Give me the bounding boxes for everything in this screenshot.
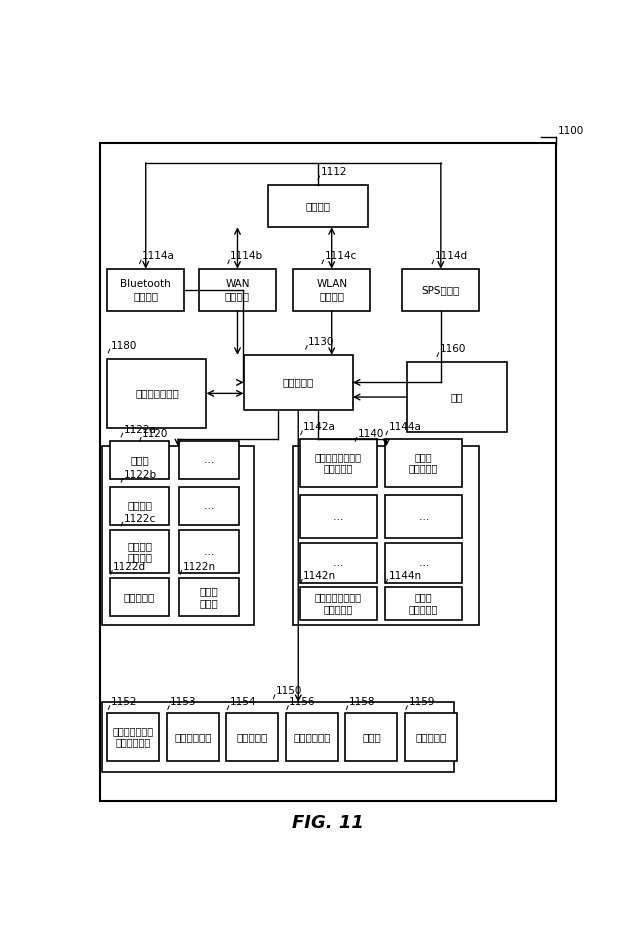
- Bar: [385, 543, 462, 583]
- Bar: [385, 495, 462, 538]
- Text: 1156: 1156: [289, 698, 316, 707]
- Text: マイクロフォン
／スピーカー: マイクロフォン ／スピーカー: [113, 726, 154, 748]
- Bar: [179, 530, 239, 573]
- Bar: [300, 439, 376, 487]
- Text: ジャイロ
スコープ: ジャイロ スコープ: [127, 541, 152, 563]
- Bar: [408, 363, 507, 432]
- Text: データ
モジュール: データ モジュール: [409, 592, 438, 614]
- Bar: [300, 543, 376, 583]
- Text: 1114b: 1114b: [230, 251, 264, 262]
- Text: 1144n: 1144n: [388, 570, 422, 581]
- Text: 1153: 1153: [170, 698, 196, 707]
- Bar: [110, 530, 169, 573]
- Text: FIG. 11: FIG. 11: [292, 813, 364, 831]
- Text: 1120: 1120: [142, 429, 168, 439]
- Text: 1154: 1154: [230, 698, 256, 707]
- Text: 1140: 1140: [358, 429, 384, 439]
- Bar: [244, 355, 353, 410]
- Text: 1152: 1152: [111, 698, 137, 707]
- Text: 1122n: 1122n: [182, 562, 216, 572]
- Text: 1144a: 1144a: [388, 422, 421, 433]
- Bar: [102, 446, 253, 625]
- Text: Bluetooth
送受信機: Bluetooth 送受信機: [120, 279, 171, 301]
- Text: アンテナ: アンテナ: [305, 201, 331, 211]
- Bar: [199, 269, 276, 311]
- Text: 歩数計: 歩数計: [130, 456, 149, 465]
- Bar: [385, 586, 462, 620]
- Bar: [108, 713, 159, 760]
- Text: 1122b: 1122b: [124, 470, 157, 480]
- Bar: [405, 713, 457, 760]
- Text: …: …: [419, 512, 429, 522]
- Bar: [346, 713, 397, 760]
- Text: 1114a: 1114a: [142, 251, 175, 262]
- Bar: [110, 441, 169, 479]
- Text: 1100: 1100: [557, 126, 584, 136]
- Text: …: …: [204, 547, 214, 556]
- Bar: [300, 495, 376, 538]
- Text: 1122a: 1122a: [124, 424, 157, 435]
- Bar: [108, 359, 207, 428]
- Text: プロセッサ: プロセッサ: [283, 378, 314, 387]
- Text: 1114c: 1114c: [324, 251, 356, 262]
- Text: キーパッド: キーパッド: [237, 732, 268, 742]
- Text: 1180: 1180: [111, 341, 137, 350]
- Text: アプリケーション
モジュール: アプリケーション モジュール: [315, 592, 362, 614]
- Text: 加速度計: 加速度計: [127, 500, 152, 511]
- Text: カメラ: カメラ: [362, 732, 381, 742]
- Text: …: …: [333, 512, 343, 522]
- Text: 1150: 1150: [276, 686, 302, 697]
- Text: …: …: [333, 558, 343, 568]
- Text: 近接センサ: 近接センサ: [415, 732, 447, 742]
- Bar: [110, 578, 169, 616]
- Text: ディスプレイ: ディスプレイ: [293, 732, 331, 742]
- Bar: [300, 586, 376, 620]
- Bar: [403, 269, 479, 311]
- Text: 1142a: 1142a: [303, 422, 336, 433]
- Bar: [293, 446, 479, 625]
- Text: WLAN
送受信機: WLAN 送受信機: [316, 279, 348, 301]
- Bar: [269, 185, 368, 227]
- Text: 電源: 電源: [451, 392, 463, 402]
- Bar: [286, 713, 338, 760]
- Bar: [293, 269, 370, 311]
- Text: SPS受信機: SPS受信機: [422, 285, 460, 295]
- Text: 1158: 1158: [349, 698, 375, 707]
- Text: 1122c: 1122c: [124, 513, 156, 524]
- Text: 1112: 1112: [321, 167, 347, 177]
- Bar: [385, 439, 462, 487]
- Text: タッチパッド: タッチパッド: [174, 732, 212, 742]
- Bar: [102, 702, 454, 772]
- Text: 1142n: 1142n: [303, 570, 337, 581]
- Bar: [108, 269, 184, 311]
- Bar: [227, 713, 278, 760]
- Text: 1122d: 1122d: [113, 562, 147, 572]
- Bar: [179, 441, 239, 479]
- Text: 1160: 1160: [440, 344, 466, 354]
- Bar: [179, 487, 239, 525]
- Bar: [179, 578, 239, 616]
- Text: データ
モジュール: データ モジュール: [409, 452, 438, 474]
- Text: 種々の
センサ: 種々の センサ: [200, 586, 218, 607]
- Text: …: …: [204, 456, 214, 465]
- Text: 1159: 1159: [408, 698, 435, 707]
- Text: …: …: [419, 558, 429, 568]
- Text: 1130: 1130: [308, 337, 335, 347]
- Text: WAN
送受信機: WAN 送受信機: [225, 279, 250, 301]
- Text: …: …: [204, 500, 214, 511]
- Text: 1114d: 1114d: [435, 251, 468, 262]
- Text: 測位モジュール: 測位モジュール: [135, 388, 179, 399]
- Bar: [167, 713, 219, 760]
- Text: 生体センサ: 生体センサ: [124, 592, 155, 602]
- Text: アプリケーション
モジュール: アプリケーション モジュール: [315, 452, 362, 474]
- Bar: [110, 487, 169, 525]
